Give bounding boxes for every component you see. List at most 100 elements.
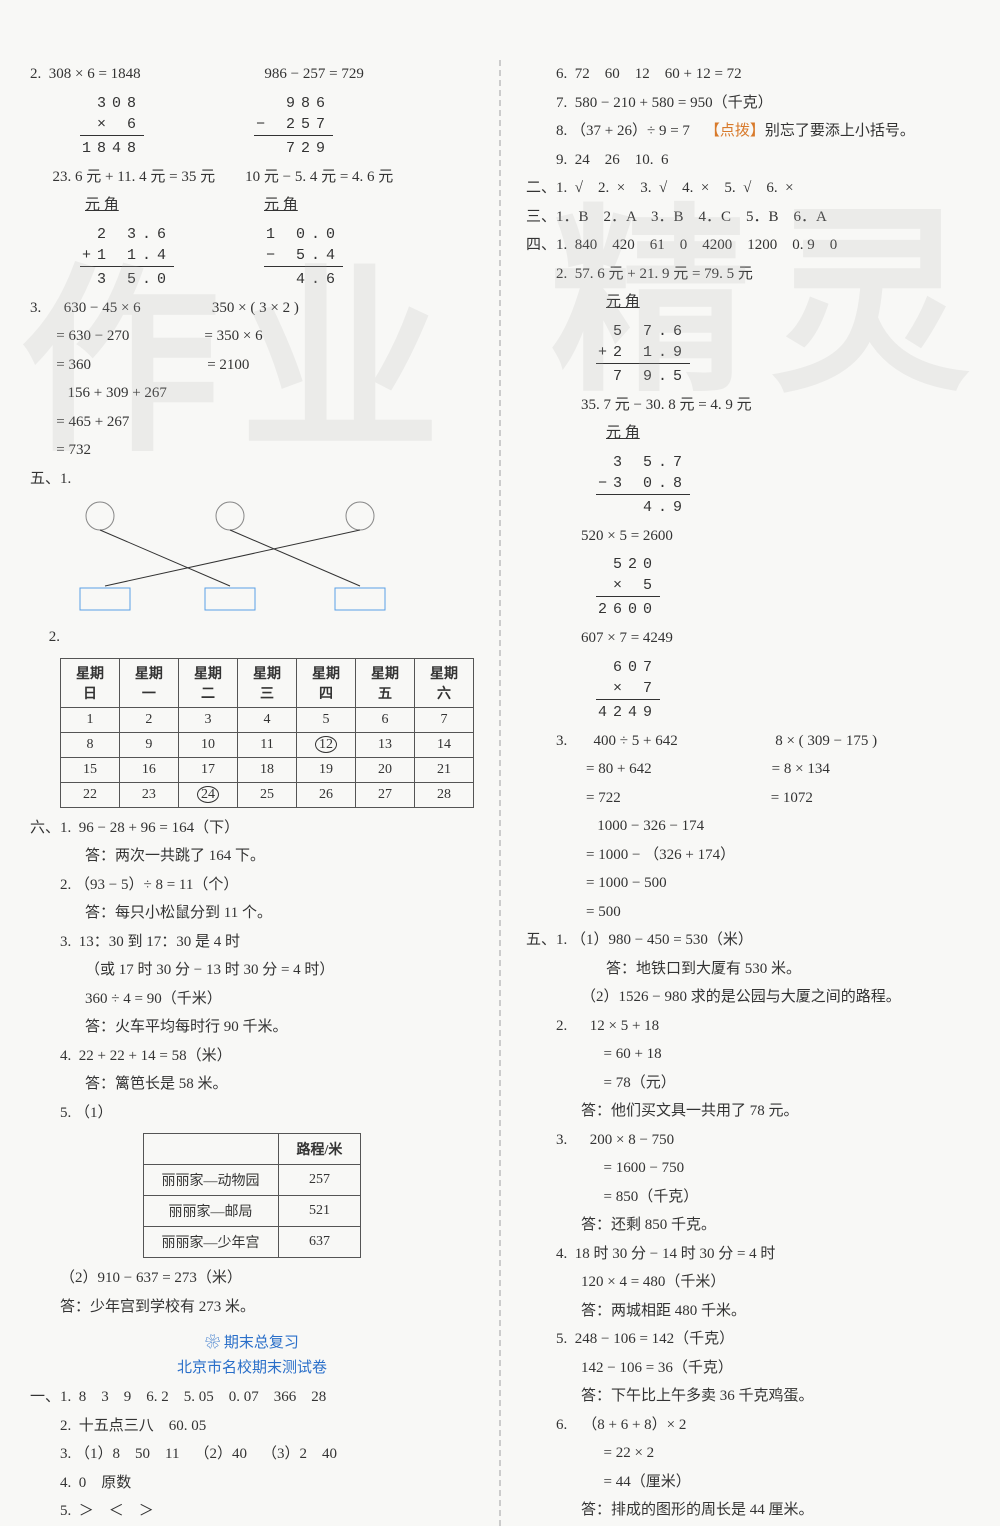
vertical-calc-2: 986 − 257 729 — [254, 93, 333, 159]
answer: 答：还剩 850 千克。 — [526, 1211, 970, 1240]
calendar-cell: 23 — [119, 782, 178, 807]
review-title-text: 期末总复习 — [224, 1335, 299, 1351]
vertical-calc-3: 2 3.6 +1 1.4 3 5.0 — [80, 224, 174, 290]
calc-result: 1848 — [80, 135, 144, 159]
review-title: ❀ 期末总复习 — [30, 1331, 474, 1352]
section-4-3: = 1000 − （326 + 174） — [526, 841, 970, 870]
calendar-cell: 20 — [356, 757, 415, 782]
calendar-cell: 9 — [119, 732, 178, 757]
calc-result: 729 — [254, 135, 333, 159]
section-3: 三、1．B 2．A 3．B 4．C 5．B 6．A — [526, 203, 970, 232]
section-6-5: 5. （1） — [30, 1099, 474, 1128]
review-1: 一、1. 8 3 9 6. 2 5. 05 0. 07 366 28 — [30, 1383, 474, 1412]
review-3: 3. （1）8 50 11 （2）40 （3）2 40 — [30, 1440, 474, 1469]
section-5-5: 5. 248 − 106 = 142（千克） — [526, 1325, 970, 1354]
vertical-calc-1: 308 × 6 1848 — [80, 93, 144, 159]
calendar-cell: 10 — [178, 732, 237, 757]
dist-cell: 丽丽家—少年宫 — [143, 1227, 278, 1258]
calendar-cell: 15 — [61, 757, 120, 782]
calendar-cell: 27 — [356, 782, 415, 807]
calc-row: − 5.4 — [264, 245, 343, 266]
review-4: 4. 0 原数 — [30, 1469, 474, 1498]
calc-row: × 5 — [596, 575, 660, 596]
section-4-3: = 500 — [526, 898, 970, 927]
problem-2-line2: 23. 6 元 + 11. 4 元 = 35 元 10 元 − 5. 4 元 =… — [30, 163, 474, 192]
answer: 答：每只小松鼠分到 11 个。 — [30, 899, 474, 928]
line-7: 7. 580 − 210 + 580 = 950（千克） — [526, 89, 970, 118]
calc-row: 986 — [254, 93, 333, 114]
section-6-3b: （或 17 时 30 分 − 13 时 30 分 = 4 时） — [30, 956, 474, 985]
answer: 答：两次一共跳了 164 下。 — [30, 842, 474, 871]
line-8b: 别忘了要添上小括号。 — [765, 123, 915, 139]
column-divider — [499, 60, 501, 1526]
yuan-jiao-header: 元 角 — [30, 191, 174, 220]
calendar-header: 星期六 — [415, 658, 474, 707]
calc-result: 4.9 — [596, 494, 690, 518]
answer: 答：他们买文具一共用了 78 元。 — [526, 1097, 970, 1126]
section-4-3: = 1000 − 500 — [526, 869, 970, 898]
problem-3-line: = 465 + 267 — [30, 408, 474, 437]
calendar-cell: 18 — [238, 757, 297, 782]
calc-row: 2 3.6 — [80, 224, 174, 245]
section-6-2: 2. （93 − 5）÷ 8 = 11（个） — [30, 871, 474, 900]
section-5-6: = 44（厘米） — [526, 1468, 970, 1497]
vertical-calc-a: 5 7.6 +2 1.9 7 9.5 — [596, 321, 690, 387]
section-5-2: 2. 12 × 5 + 18 — [526, 1012, 970, 1041]
calendar-cell: 21 — [415, 757, 474, 782]
dist-cell: 637 — [278, 1227, 361, 1258]
calendar-cell: 1 — [61, 707, 120, 732]
section-5-1c: （2）1526 − 980 求的是公园与大厦之间的路程。 — [526, 983, 970, 1012]
section-4-2c: 520 × 5 = 2600 — [526, 522, 970, 551]
section-4-2d: 607 × 7 = 4249 — [526, 624, 970, 653]
section-5-6: 6. （8 + 6 + 8）× 2 — [526, 1411, 970, 1440]
section-5-5: 142 − 106 = 36（千克） — [526, 1354, 970, 1383]
calendar-cell: 14 — [415, 732, 474, 757]
answer: 答：地铁口到大厦有 530 米。 — [526, 955, 970, 984]
calendar-cell: 2 — [119, 707, 178, 732]
problem-3-line: = 732 — [30, 436, 474, 465]
yuan-jiao-header: 元 角 — [526, 288, 970, 317]
calendar-cell: 6 — [356, 707, 415, 732]
dist-header: 路程/米 — [278, 1134, 361, 1165]
matching-diagram — [60, 498, 400, 618]
calc-row: × 7 — [596, 678, 660, 699]
right-column: 6. 72 60 12 60 + 12 = 72 7. 580 − 210 + … — [526, 60, 970, 1526]
section-2: 二、1. √ 2. × 3. √ 4. × 5. √ 6. × — [526, 174, 970, 203]
calendar-cell: 12 — [296, 732, 355, 757]
calendar-header: 星期二 — [178, 658, 237, 707]
answer: 答：排成的图形的周长是 44 厘米。 — [526, 1496, 970, 1525]
vertical-calc-b: 3 5.7 −3 0.8 4.9 — [596, 452, 690, 518]
answer: 答：下午比上午多卖 36 千克鸡蛋。 — [526, 1382, 970, 1411]
calendar-header: 星期日 — [61, 658, 120, 707]
section-5-3: = 1600 − 750 — [526, 1154, 970, 1183]
section-5-4: 4. 18 时 30 分 − 14 时 30 分 = 4 时 — [526, 1240, 970, 1269]
vertical-calc-d: 607 × 7 4249 — [596, 657, 660, 723]
problem-3-line: = 360 = 2100 — [30, 351, 474, 380]
calendar-cell: 3 — [178, 707, 237, 732]
calendar-cell: 22 — [61, 782, 120, 807]
calendar-cell: 28 — [415, 782, 474, 807]
calendar-table: 星期日星期一星期二星期三星期四星期五星期六 123456789101112131… — [60, 658, 474, 808]
vertical-calc-c: 520 × 5 2600 — [596, 554, 660, 620]
calc-row: −3 0.8 — [596, 473, 690, 494]
calendar-cell: 26 — [296, 782, 355, 807]
calendar-header: 星期三 — [238, 658, 297, 707]
dist-cell: 521 — [278, 1196, 361, 1227]
section-6-4: 4. 22 + 22 + 14 = 58（米） — [30, 1042, 474, 1071]
calendar-cell: 25 — [238, 782, 297, 807]
page-container: 2. 308 × 6 = 1848 986 − 257 = 729 308 × … — [30, 60, 970, 1526]
section-5-2: 2. — [30, 623, 474, 652]
problem-3-line: 156 + 309 + 267 — [30, 379, 474, 408]
calc-result: 2600 — [596, 596, 660, 620]
calc-result: 7 9.5 — [596, 363, 690, 387]
section-5-1a: 五、1. （1）980 − 450 = 530（米） — [526, 926, 970, 955]
calendar-cell: 19 — [296, 757, 355, 782]
dist-cell: 丽丽家—邮局 — [143, 1196, 278, 1227]
calendar-cell: 5 — [296, 707, 355, 732]
section-4-3: 3. 400 ÷ 5 + 642 8 × ( 309 − 175 ) — [526, 727, 970, 756]
vertical-calc-4: 1 0.0 − 5.4 4.6 — [264, 224, 343, 290]
paw-icon: ❀ — [205, 1335, 224, 1351]
section-5-2: = 60 + 18 — [526, 1040, 970, 1069]
problem-3: 3. 630 − 45 × 6 350 × ( 3 × 2 ) — [30, 294, 474, 323]
section-5-3: = 850（千克） — [526, 1183, 970, 1212]
